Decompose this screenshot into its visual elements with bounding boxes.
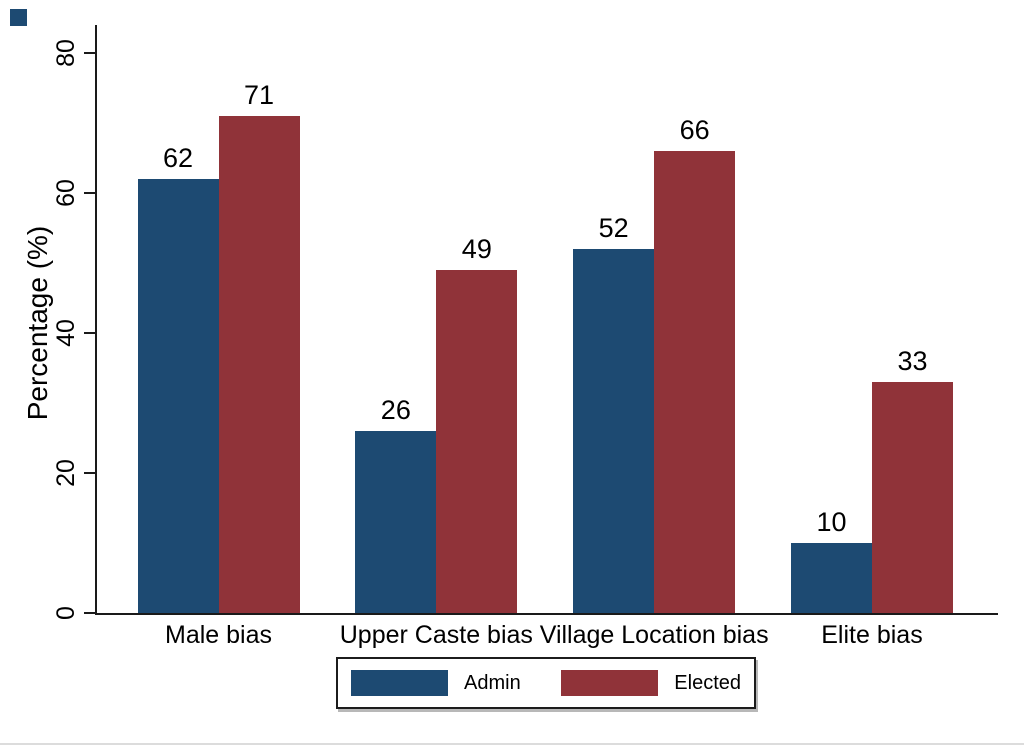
x-category-label: Male bias	[165, 621, 272, 649]
corner-mark	[10, 9, 27, 26]
legend-swatch	[561, 670, 659, 696]
bar-value-label: 33	[897, 346, 928, 376]
y-axis-title: Percentage (%)	[22, 225, 53, 421]
legend-swatch	[351, 670, 448, 696]
legend-item: Admin	[351, 670, 521, 696]
bar-elected	[654, 151, 736, 613]
bar-elected	[436, 270, 518, 613]
bar-admin	[790, 543, 872, 613]
bar-value-label: 49	[461, 234, 492, 264]
bar-admin	[573, 249, 655, 613]
y-tick-mark	[84, 52, 96, 54]
legend: Admin Elected	[336, 657, 756, 709]
x-category-label: Village Location bias	[539, 621, 769, 649]
y-tick-mark	[84, 472, 96, 474]
bar-admin	[355, 431, 437, 613]
y-tick-label: 60	[51, 179, 80, 207]
x-category-label: Upper Caste bias	[339, 621, 533, 649]
bar-value-label: 52	[598, 213, 629, 243]
y-axis-line	[95, 25, 97, 615]
y-tick-label: 80	[51, 39, 80, 67]
y-tick-mark	[84, 192, 96, 194]
legend-label: Elected	[674, 671, 741, 694]
y-tick-label: 40	[51, 319, 80, 347]
legend-item: Elected	[561, 670, 741, 696]
y-tick-mark	[84, 332, 96, 334]
bar-value-label: 71	[243, 80, 275, 110]
bar-value-label: 26	[380, 395, 411, 425]
x-category-label: Elite bias	[821, 621, 923, 649]
legend-label: Admin	[464, 671, 521, 694]
bottom-rule	[0, 743, 1024, 745]
y-tick-mark	[84, 612, 96, 614]
bar-value-label: 62	[162, 143, 194, 173]
y-tick-label: 20	[51, 459, 80, 487]
bar-value-label: 10	[816, 507, 847, 537]
bar-value-label: 66	[679, 115, 710, 145]
bar-admin	[137, 179, 219, 613]
bar-elected	[218, 116, 300, 613]
x-axis-line	[95, 613, 998, 615]
bar-elected	[871, 382, 953, 613]
